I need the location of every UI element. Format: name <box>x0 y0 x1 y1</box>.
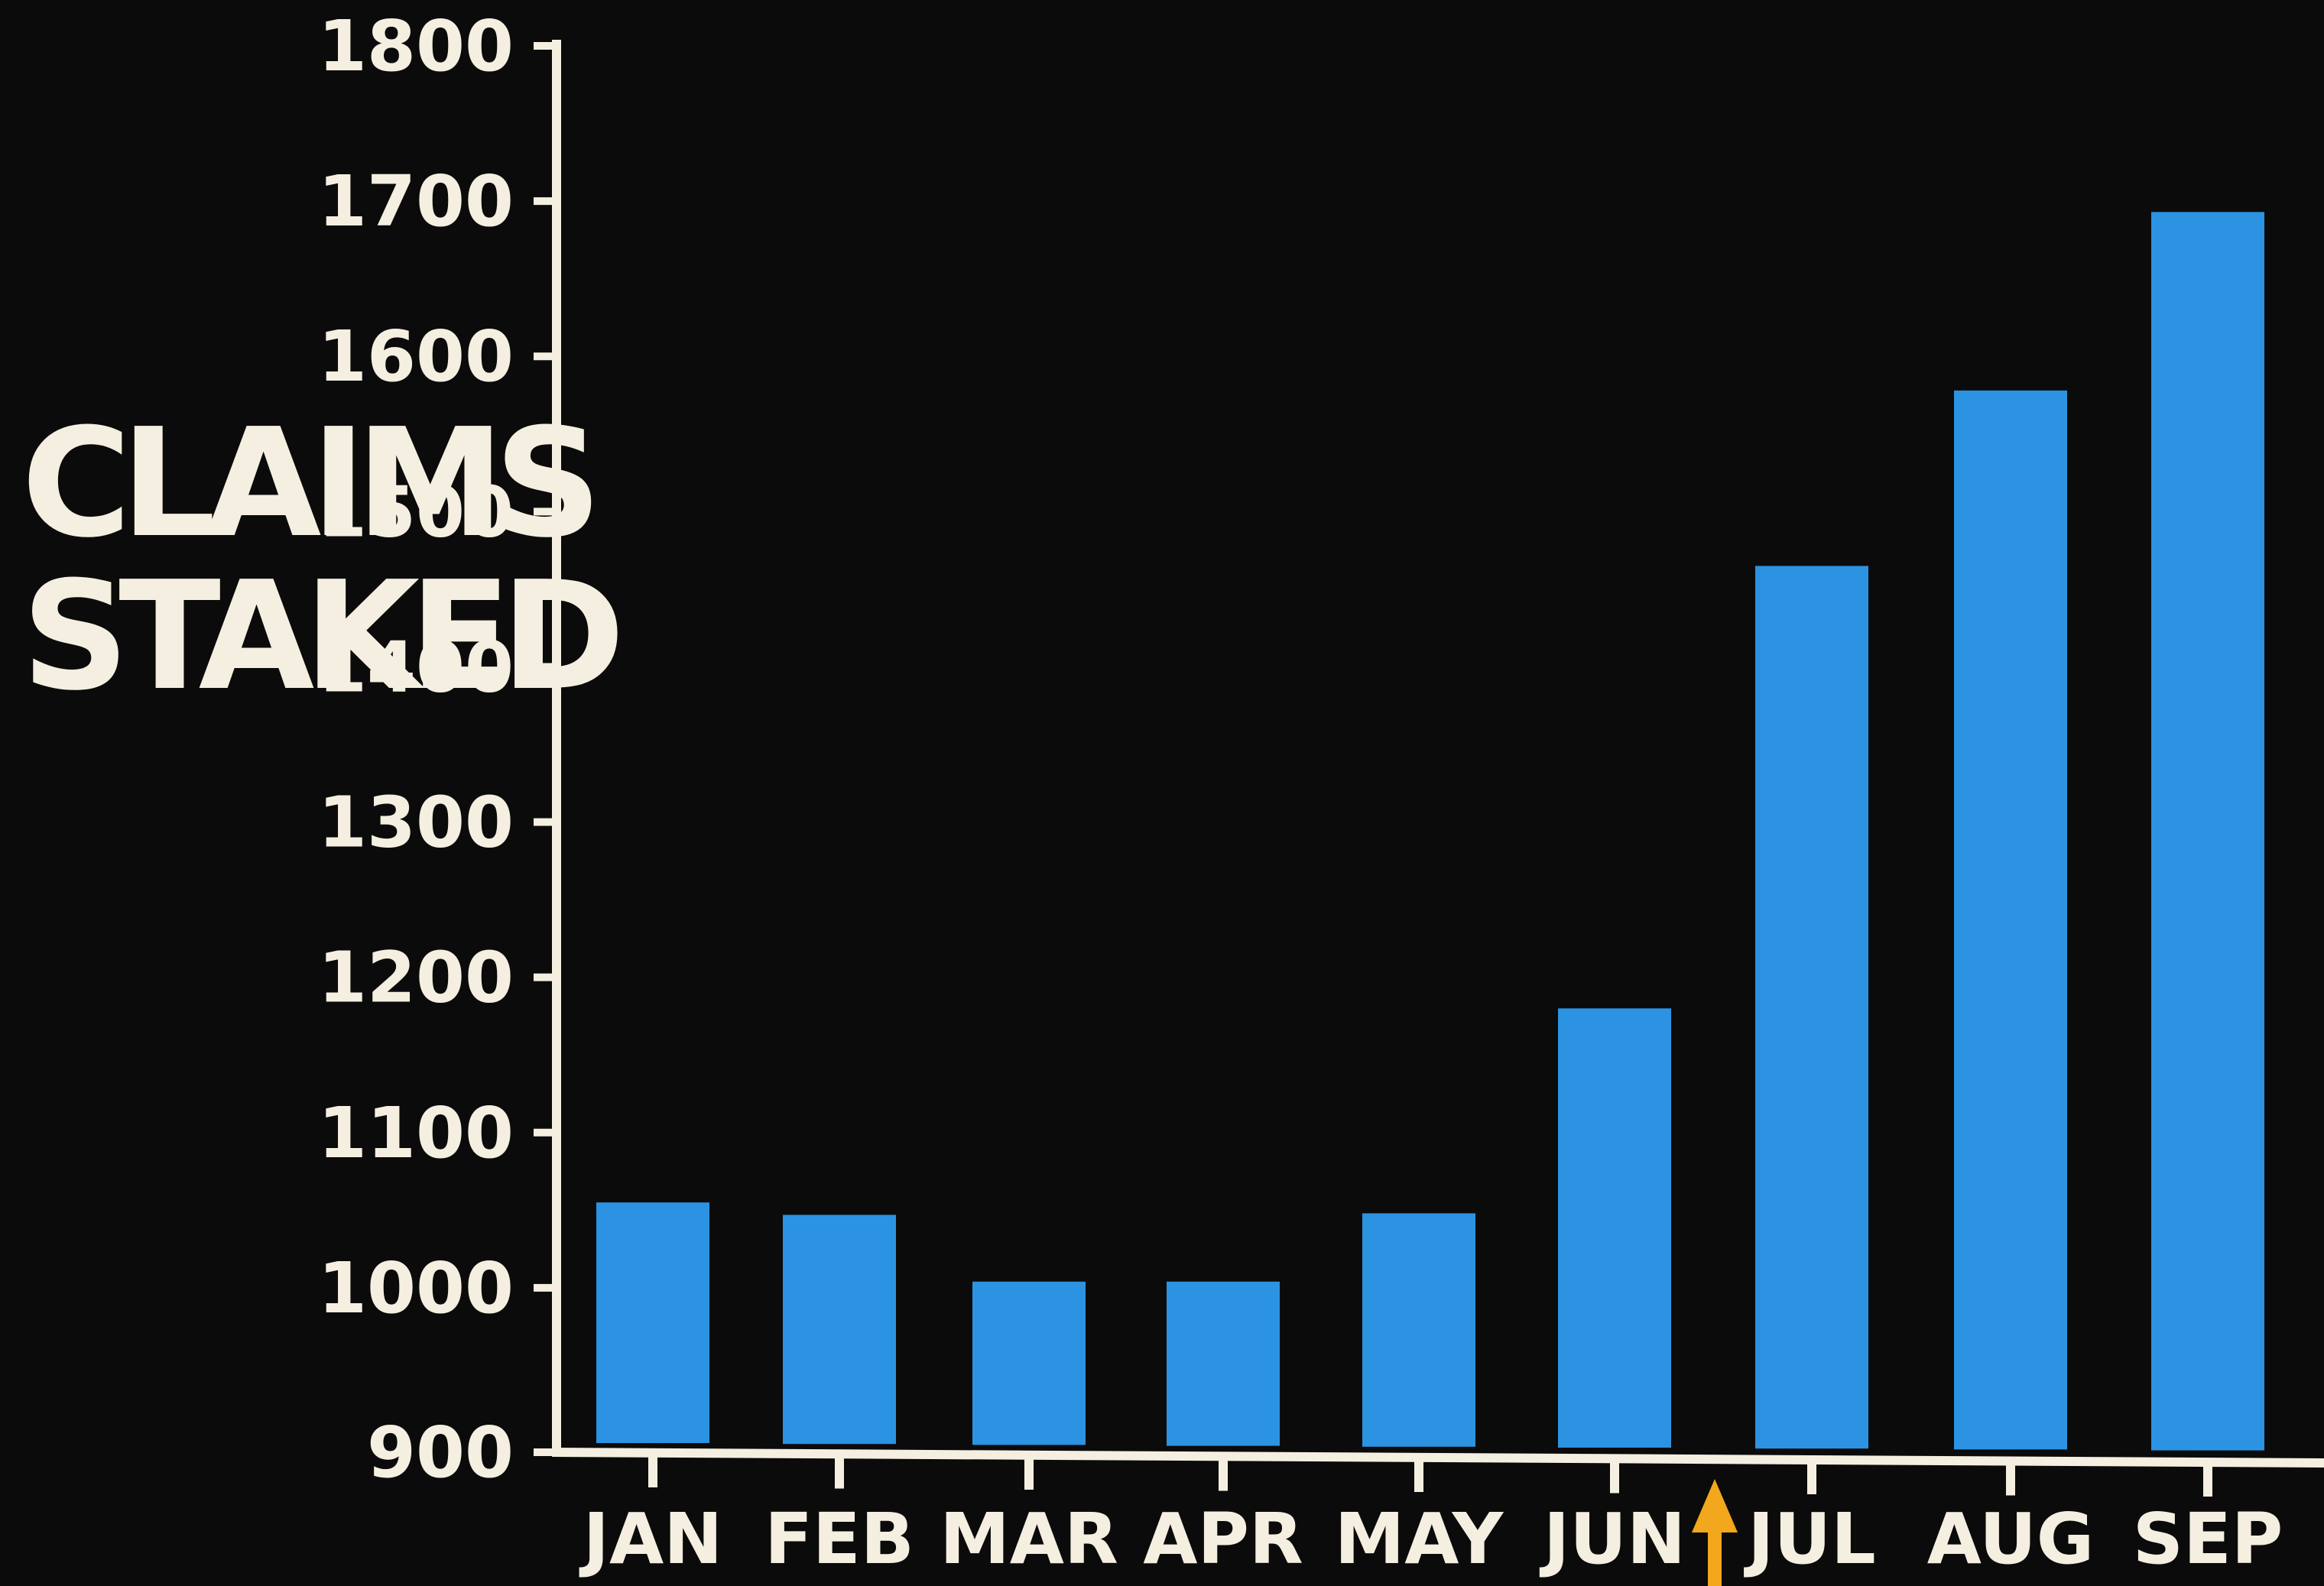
x-tick-label-apr: APR <box>1143 1498 1303 1580</box>
x-tick-label-sep: SEP <box>2133 1498 2283 1580</box>
marker <box>1692 1479 1738 1586</box>
y-tick-label: 1000 <box>318 1247 514 1329</box>
x-tick-label-aug: AUG <box>1927 1498 2095 1580</box>
y-tick-label: 1200 <box>318 937 514 1019</box>
bar-jul <box>1755 566 1868 1449</box>
y-tick-label: 1800 <box>318 5 514 87</box>
bar-feb <box>783 1215 896 1445</box>
bar-sep <box>2151 212 2264 1451</box>
up-arrow-icon <box>1692 1479 1738 1532</box>
x-tick-label-jul: JUL <box>1743 1498 1876 1580</box>
y-axis-label-line-2: STAKED <box>21 550 618 724</box>
y-tick-label: 1700 <box>318 161 514 242</box>
up-arrow-shaft <box>1708 1525 1722 1586</box>
y-tick-label: 1100 <box>318 1092 514 1174</box>
x-tick-label-mar: MAR <box>940 1498 1118 1580</box>
y-axis-ticks: 900 1000 1100 1200 1300 1400 1500 1600 1700 1800 <box>318 5 557 1494</box>
x-axis-ticks: JAN FEB MAR APR MAY JUN JUL AUG SEP <box>579 1455 2283 1580</box>
x-tick-label-jun: JUN <box>1539 1498 1686 1580</box>
bar-may <box>1362 1213 1475 1447</box>
bar-apr <box>1167 1281 1280 1446</box>
x-axis-line <box>551 1448 2324 1468</box>
y-tick-label: 1500 <box>318 471 514 553</box>
bar-mar <box>972 1281 1086 1445</box>
y-tick-label: 1600 <box>318 316 514 397</box>
x-tick-label-jan: JAN <box>579 1498 722 1580</box>
x-tick-label-may: MAY <box>1335 1498 1504 1580</box>
bars <box>596 212 2264 1451</box>
x-tick-label-feb: FEB <box>764 1498 914 1580</box>
axes <box>551 40 2324 1468</box>
y-axis-label-line-1: CLAIMS <box>21 397 592 571</box>
bar-jan <box>596 1202 709 1443</box>
bar-jun <box>1558 1008 1671 1448</box>
bar-aug <box>1954 390 2067 1450</box>
y-tick-label: 900 <box>367 1412 514 1494</box>
y-tick-label: 1300 <box>318 782 514 864</box>
y-tick-label: 1400 <box>318 626 514 708</box>
